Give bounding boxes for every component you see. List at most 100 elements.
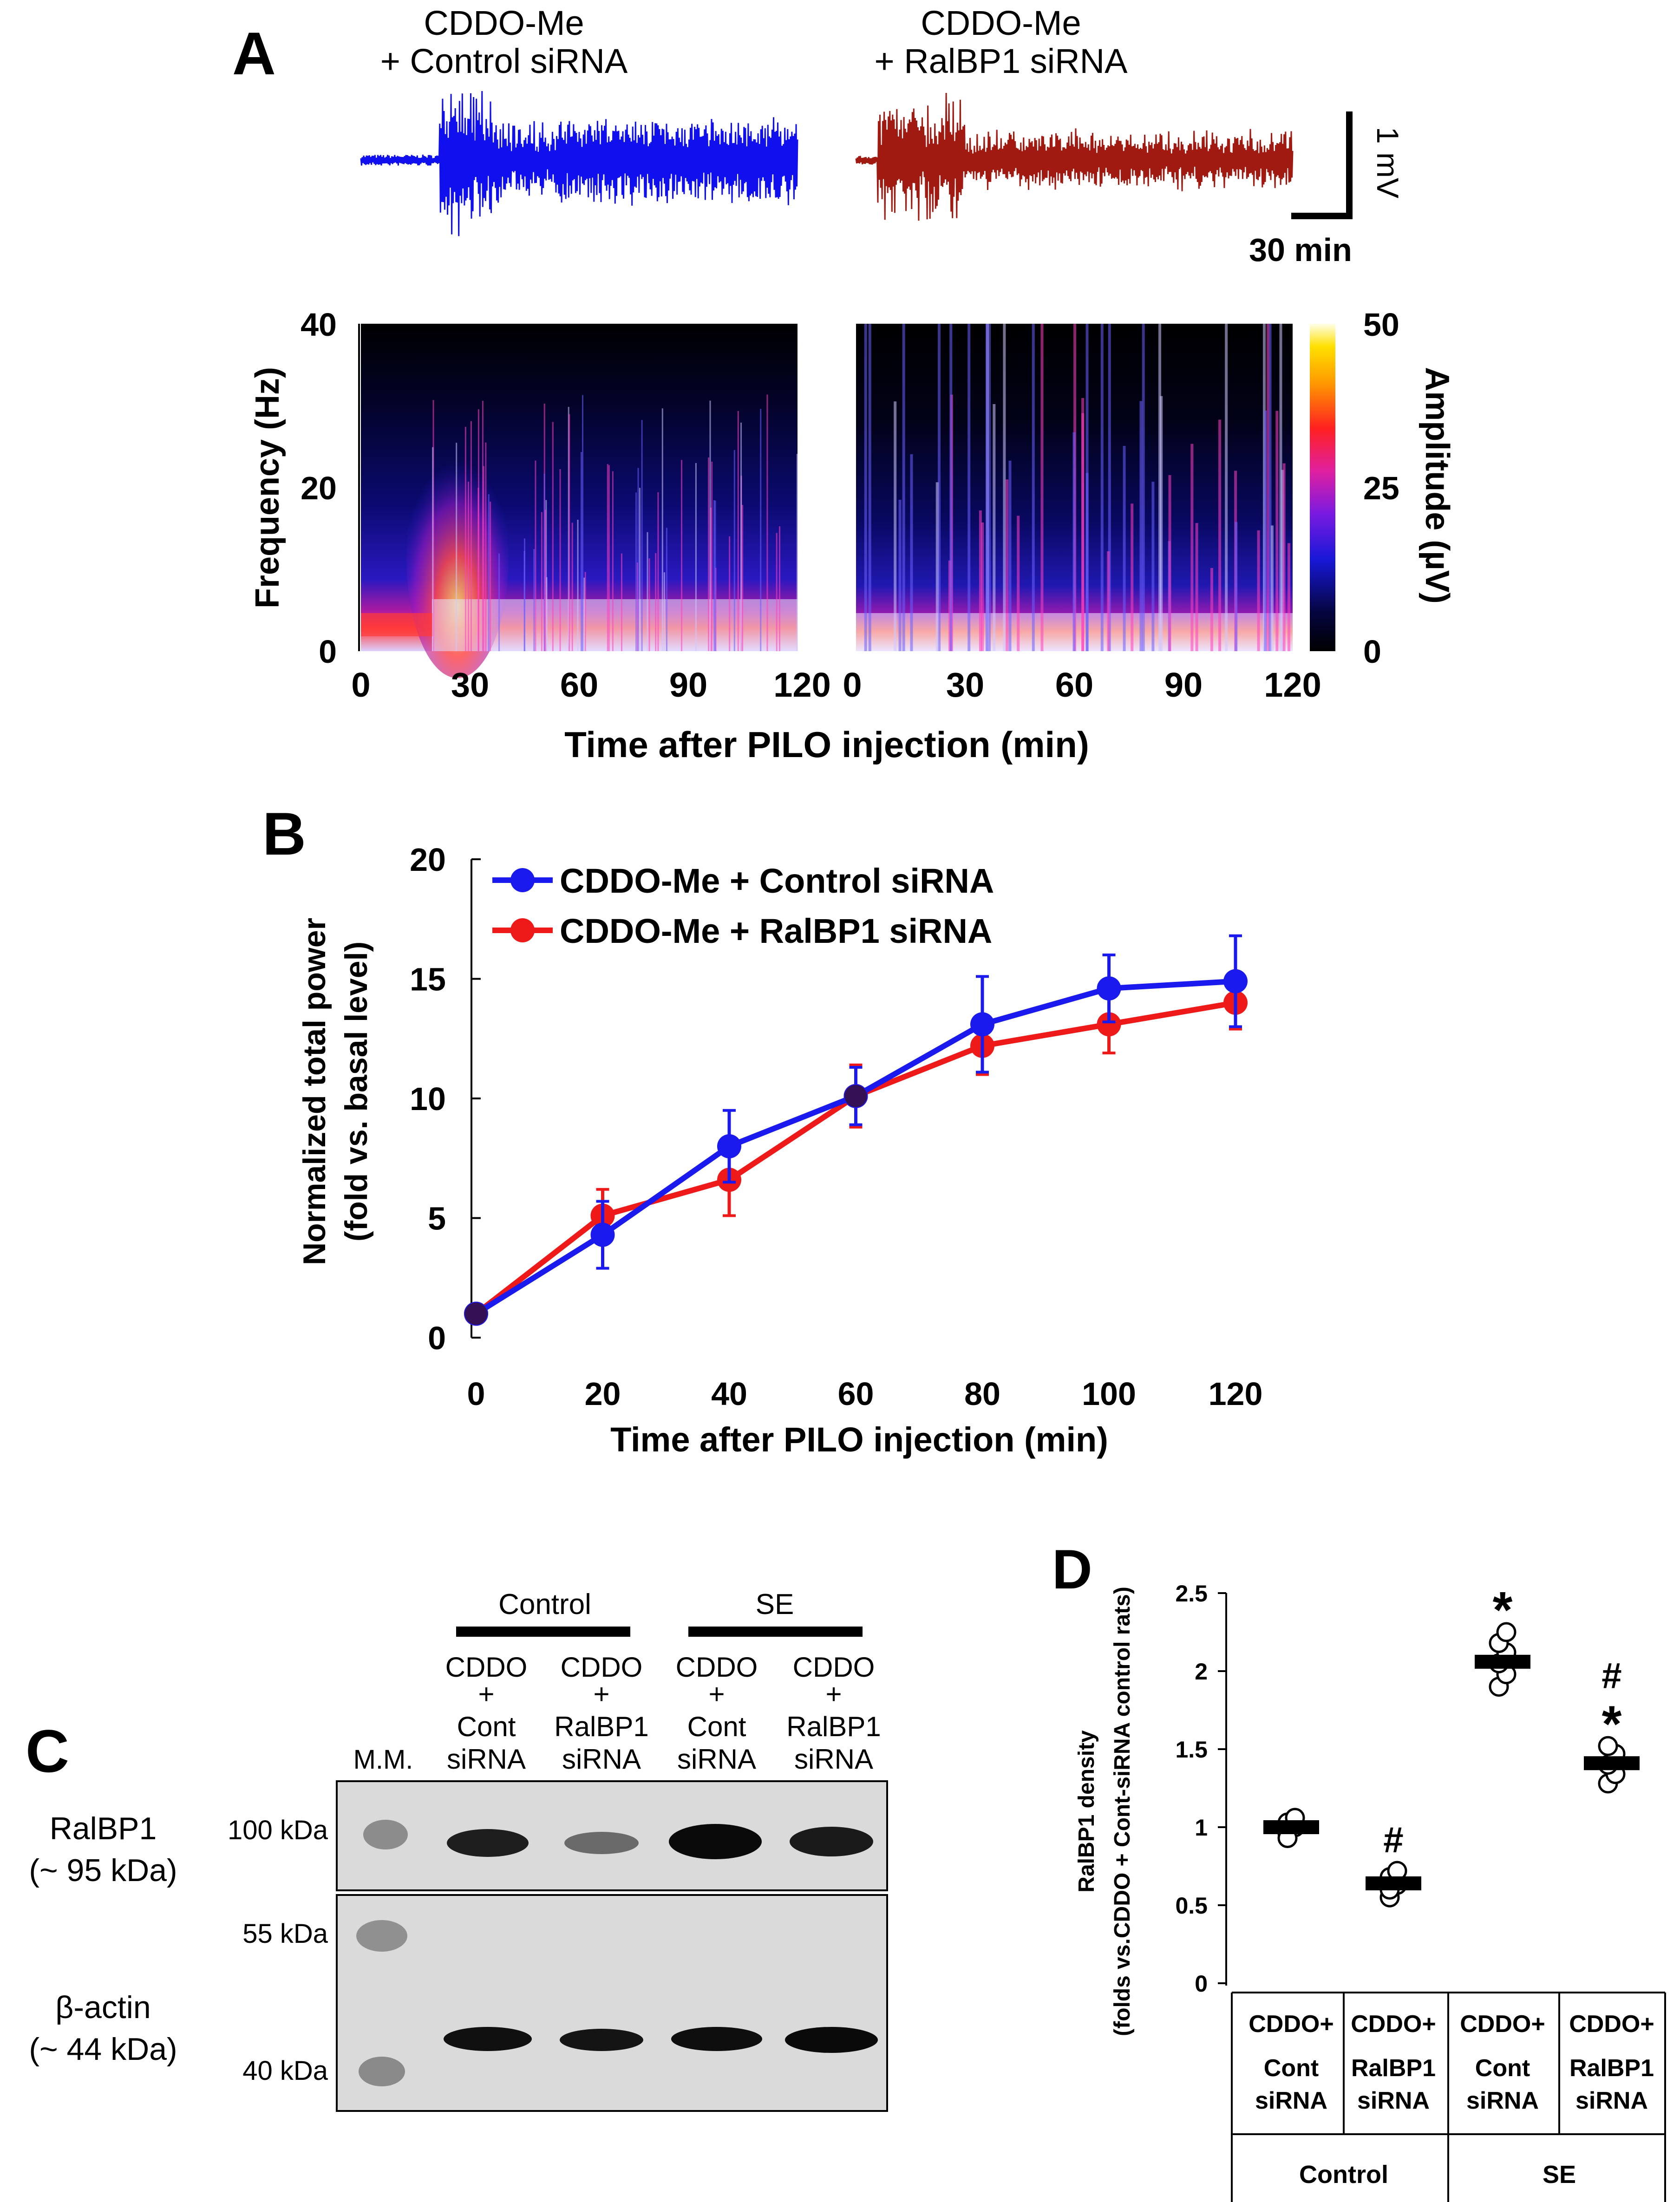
group-bar-control: [456, 1627, 630, 1637]
y-tick-label: 2.5: [1175, 1581, 1208, 1607]
eeg-trace-ralbp1: [855, 92, 1294, 221]
lane-label: CDDO: [445, 1652, 528, 1683]
chart-d-ylabel-2: (folds vs.CDDO + Cont-siRNA control rats…: [1110, 1587, 1135, 2036]
density-dot-plot: 0 0.5 1 1.5 2 2.5 CDDO+ Cont siRNA CDDO+ RalBP1 siR…: [1175, 1581, 1666, 2202]
left-condition-title-1: CDDO-Me: [424, 4, 584, 42]
significance-mark: *: [1493, 1581, 1513, 1639]
y-tick-label: 20: [410, 842, 446, 878]
amplitude-colorbar: [1310, 324, 1335, 651]
data-point: [970, 1012, 994, 1037]
x-tick-label: 100: [1082, 1376, 1136, 1412]
category-label: Cont: [1264, 2055, 1319, 2082]
legend-label: CDDO-Me + Control siRNA: [560, 862, 994, 900]
x-tick-label: 40: [711, 1376, 747, 1412]
trace-line: [360, 91, 798, 236]
significance-mark: #: [1602, 1655, 1621, 1696]
category-label: RalBP1: [1569, 2055, 1654, 2082]
chart-b-xlabel: Time after PILO injection (min): [610, 1420, 1108, 1459]
category-label: CDDO+: [1569, 2011, 1654, 2038]
x-tick-label: 60: [838, 1376, 874, 1412]
freq-tick: 0: [319, 634, 337, 670]
y-tick-label: 0: [428, 1320, 446, 1356]
colorbar-tick: 50: [1363, 307, 1399, 343]
lane-label: Cont: [687, 1711, 746, 1742]
colorbar-label: Amplitude (µV): [1419, 367, 1456, 603]
panel-label-c: C: [26, 1717, 69, 1785]
y-tick-label: 1: [1195, 1815, 1208, 1841]
freq-tick: 40: [301, 307, 337, 343]
lane-label: CDDO: [676, 1652, 758, 1683]
mean-bar: [1263, 1820, 1319, 1834]
lane-label: CDDO: [561, 1652, 643, 1683]
category-label: CDDO+: [1460, 2011, 1545, 2038]
category-label: CDDO+: [1351, 2011, 1436, 2038]
lane-label: +: [478, 1679, 494, 1710]
category-label: siRNA: [1575, 2087, 1648, 2114]
colorbar-tick: 25: [1363, 470, 1399, 506]
category-label: CDDO+: [1249, 2011, 1334, 2038]
y-tick-label: 15: [410, 961, 446, 998]
category-label: siRNA: [1255, 2087, 1327, 2114]
category-label: siRNA: [1357, 2087, 1430, 2114]
panel-label-a: A: [232, 20, 276, 87]
time-tick: 0: [351, 666, 370, 704]
scale-voltage-label: 1 mV: [1371, 127, 1405, 198]
marker-100kda: 100 kDa: [228, 1815, 328, 1845]
y-tick-label: 2: [1195, 1659, 1208, 1685]
left-condition-title-2: + Control siRNA: [380, 42, 628, 80]
lane-label: Cont: [457, 1711, 516, 1742]
y-tick-label: 0.5: [1175, 1893, 1208, 1919]
group-label-control: Control: [498, 1588, 591, 1620]
panel-label-b: B: [262, 800, 306, 868]
lane-label: RalBP1: [554, 1711, 648, 1742]
x-tick-label: 0: [467, 1376, 485, 1412]
data-point: [1097, 1012, 1121, 1037]
protein-size-actin: (~ 44 kDa): [29, 2032, 177, 2067]
protein-name-ralbp1: RalBP1: [50, 1811, 157, 1846]
spectrogram-time-ticks: 0 30 60 90 120 0 30 60 90 120: [351, 666, 1321, 704]
lane-label: siRNA: [677, 1744, 756, 1775]
lane-label: +: [593, 1679, 609, 1710]
lane-label: siRNA: [447, 1744, 526, 1775]
data-point: [590, 1222, 615, 1247]
trace-line: [855, 92, 1294, 221]
lane-label: CDDO: [793, 1652, 875, 1683]
band: [359, 2057, 405, 2086]
lane-label: siRNA: [562, 1744, 641, 1775]
series-line: [474, 978, 1236, 1316]
freq-tick: 20: [301, 470, 337, 506]
y-tick-label: 5: [428, 1201, 446, 1237]
time-tick: 90: [1164, 666, 1203, 704]
data-point: [1223, 969, 1248, 993]
time-tick: 60: [560, 666, 598, 704]
band: [447, 1829, 529, 1857]
band: [363, 1820, 408, 1849]
data-point: [1097, 976, 1121, 1001]
chart-b-ylabel-2: (fold vs. basal level): [339, 941, 374, 1241]
group-label-se: SE: [1543, 2161, 1576, 2189]
significance-mark: *: [1602, 1695, 1622, 1752]
group-label-control: Control: [1299, 2161, 1388, 2189]
marker-40kda: 40 kDa: [242, 2056, 328, 2086]
individual-point: [1598, 1736, 1618, 1756]
scale-bar: [1291, 111, 1353, 219]
panel-label-d: D: [1052, 1538, 1092, 1601]
band: [560, 2029, 643, 2051]
band: [356, 1920, 407, 1952]
frequency-axis-label: Frequency (Hz): [249, 367, 286, 608]
series-line: [474, 1000, 1236, 1316]
legend-label: CDDO-Me + RalBP1 siRNA: [560, 912, 992, 950]
y-tick-label: 0: [1195, 1971, 1208, 1997]
chart-d-ylabel-1: RalBP1 density: [1074, 1730, 1099, 1893]
legend-marker: [510, 918, 535, 942]
right-condition-title-2: + RalBP1 siRNA: [875, 42, 1128, 80]
legend-marker: [510, 868, 535, 892]
chart-b-ylabel-1: Normalized total power: [297, 918, 332, 1265]
lane-label: +: [708, 1679, 725, 1710]
scale-time-label: 30 min: [1249, 232, 1352, 268]
lane-label: siRNA: [794, 1744, 873, 1775]
right-condition-title-1: CDDO-Me: [921, 4, 1081, 42]
time-tick: 0: [843, 666, 862, 704]
category-label: Cont: [1475, 2055, 1530, 2082]
